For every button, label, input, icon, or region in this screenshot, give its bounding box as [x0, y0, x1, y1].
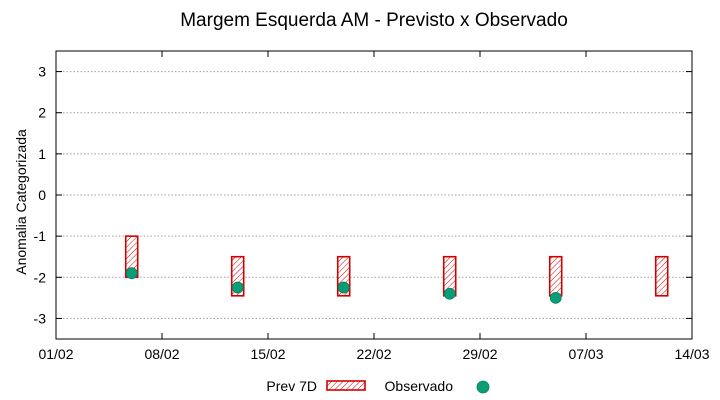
- observado-point: [549, 291, 562, 304]
- chart-title: Margem Esquerda AM - Previsto x Observad…: [180, 10, 568, 31]
- x-axis-ticks: 01/02 08/02 15/02 22/02 29/02 07/03 14/03: [38, 51, 710, 362]
- y-tick-label: -1: [34, 228, 47, 244]
- legend-label-observado: Observado: [385, 378, 454, 394]
- grid-lines: [56, 71, 692, 319]
- x-tick-label: 22/02: [356, 346, 391, 362]
- y-tick-label: 2: [38, 105, 46, 121]
- y-axis-ticks: 3 2 1 0 -1 -2 -3: [34, 64, 692, 326]
- y-tick-label: 1: [38, 146, 46, 162]
- observado-point: [125, 267, 138, 280]
- y-tick-label: -3: [34, 310, 47, 326]
- x-tick-label: 07/03: [568, 346, 603, 362]
- y-tick-label: 0: [38, 187, 46, 203]
- x-tick-label: 08/02: [144, 346, 179, 362]
- legend-label-prev-7d: Prev 7D: [266, 378, 317, 394]
- plot-frame: [55, 50, 693, 340]
- y-tick-label: 3: [38, 64, 46, 80]
- prev-7d-box: [548, 255, 563, 297]
- x-tick-label: 14/03: [674, 346, 709, 362]
- y-axis-label: Anomalia Categorizada: [13, 129, 29, 275]
- series-prev-7d: [124, 235, 669, 297]
- legend-swatch-observado: [476, 380, 490, 394]
- legend: Prev 7D Observado: [266, 378, 490, 394]
- x-tick-label: 15/02: [250, 346, 285, 362]
- prev-7d-box: [654, 255, 669, 297]
- observado-point: [443, 287, 456, 300]
- x-tick-label: 01/02: [38, 346, 73, 362]
- x-tick-label: 29/02: [462, 346, 497, 362]
- legend-swatch-prev-7d: [326, 380, 366, 391]
- observado-point: [231, 281, 244, 294]
- series-observado: [125, 267, 562, 304]
- observado-point: [337, 281, 350, 294]
- y-tick-label: -2: [34, 269, 47, 285]
